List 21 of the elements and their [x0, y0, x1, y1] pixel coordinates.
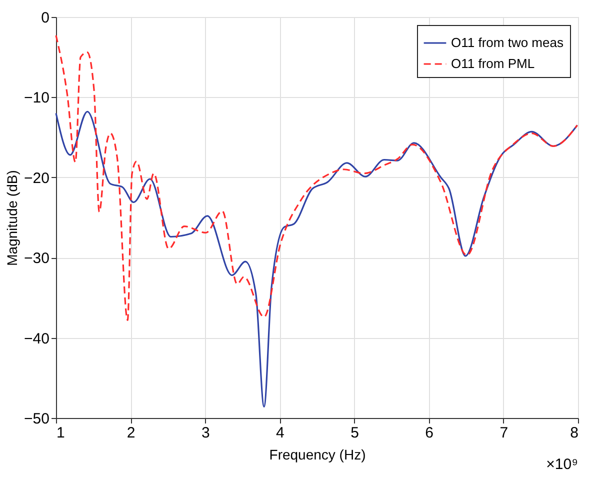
y-tick-label: −40 — [24, 330, 50, 348]
x-tick-label: 8 — [570, 424, 578, 442]
x-tick-label: 5 — [350, 424, 359, 442]
y-tick-label: 0 — [41, 10, 50, 26]
x-axis-title: Frequency (Hz) — [269, 446, 366, 462]
x-tick-label: 4 — [276, 424, 284, 442]
y-tick-label: −10 — [24, 90, 50, 107]
y-tick-label: −20 — [24, 170, 50, 187]
x-tick-label: 3 — [201, 424, 210, 442]
legend-label: O11 from PML — [451, 56, 535, 71]
x-tick-label: 7 — [500, 424, 508, 442]
y-tick-label: −30 — [24, 250, 50, 268]
y-tick-label: −50 — [24, 410, 50, 428]
line-series — [55, 34, 578, 321]
y-axis-title: Magnitude (dB) — [4, 170, 20, 266]
x-tick-label: 1 — [56, 424, 65, 442]
x-tick-label: 2 — [126, 424, 136, 442]
legend-label: O11 from two meas — [451, 35, 564, 50]
text: ×10⁹ — [546, 456, 578, 473]
x-tick-label: 6 — [425, 424, 434, 442]
line-series — [55, 110, 578, 408]
